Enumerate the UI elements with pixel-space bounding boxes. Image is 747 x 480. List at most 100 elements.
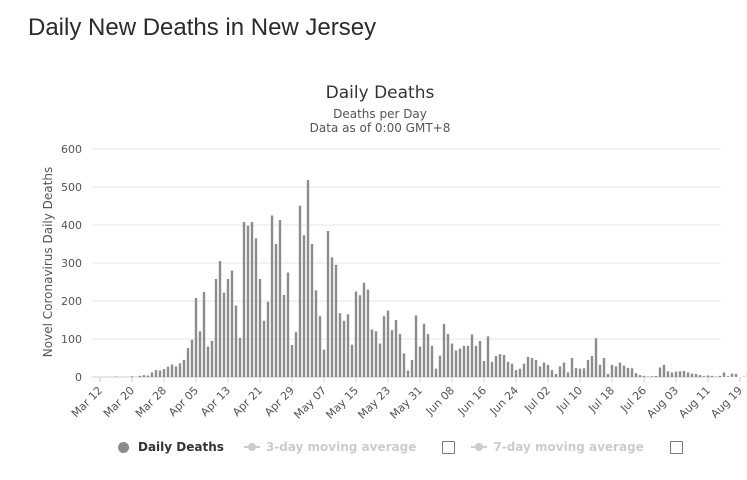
bar[interactable] bbox=[398, 334, 402, 377]
bar[interactable] bbox=[258, 278, 262, 377]
bar[interactable] bbox=[642, 375, 646, 377]
bar[interactable] bbox=[426, 334, 430, 377]
bar[interactable] bbox=[150, 372, 154, 377]
bar[interactable] bbox=[510, 363, 514, 377]
bar[interactable] bbox=[674, 371, 678, 377]
bar[interactable] bbox=[562, 362, 566, 377]
bar[interactable] bbox=[318, 316, 322, 377]
bar[interactable] bbox=[618, 362, 622, 377]
bar[interactable] bbox=[130, 376, 134, 377]
bar[interactable] bbox=[718, 375, 722, 377]
bar[interactable] bbox=[334, 264, 338, 377]
bar[interactable] bbox=[670, 372, 674, 377]
bar[interactable] bbox=[450, 343, 454, 377]
bar[interactable] bbox=[626, 367, 630, 377]
bar[interactable] bbox=[554, 373, 558, 377]
bar[interactable] bbox=[382, 316, 386, 377]
bar[interactable] bbox=[586, 359, 590, 377]
bar[interactable] bbox=[338, 313, 342, 377]
bar[interactable] bbox=[442, 323, 446, 377]
bar[interactable] bbox=[482, 361, 486, 377]
bar[interactable] bbox=[314, 290, 318, 377]
bar[interactable] bbox=[478, 340, 482, 377]
bar[interactable] bbox=[386, 310, 390, 378]
bar[interactable] bbox=[294, 332, 298, 377]
bar[interactable] bbox=[242, 221, 246, 377]
bar[interactable] bbox=[662, 364, 666, 377]
legend-item-daily-deaths[interactable]: Daily Deaths bbox=[118, 440, 224, 454]
bar[interactable] bbox=[550, 370, 554, 377]
bar[interactable] bbox=[286, 272, 290, 378]
bar[interactable] bbox=[218, 261, 222, 377]
bar[interactable] bbox=[654, 375, 658, 377]
bar[interactable] bbox=[190, 339, 194, 377]
bar[interactable] bbox=[702, 376, 706, 377]
bar[interactable] bbox=[406, 370, 410, 377]
bar[interactable] bbox=[262, 320, 266, 377]
bar[interactable] bbox=[506, 361, 510, 377]
bar[interactable] bbox=[234, 305, 238, 377]
bar[interactable] bbox=[542, 362, 546, 377]
bar[interactable] bbox=[166, 366, 170, 377]
bar[interactable] bbox=[410, 359, 414, 377]
bar[interactable] bbox=[606, 373, 610, 377]
bar[interactable] bbox=[594, 338, 598, 377]
bar[interactable] bbox=[402, 353, 406, 377]
bar[interactable] bbox=[310, 244, 314, 377]
bar[interactable] bbox=[494, 356, 498, 377]
bar[interactable] bbox=[210, 340, 214, 377]
bar[interactable] bbox=[682, 370, 686, 377]
bar[interactable] bbox=[694, 373, 698, 377]
bar[interactable] bbox=[710, 375, 714, 377]
bar[interactable] bbox=[558, 366, 562, 377]
bar[interactable] bbox=[678, 371, 682, 377]
bar[interactable] bbox=[518, 368, 522, 377]
bar[interactable] bbox=[430, 345, 434, 377]
bar[interactable] bbox=[290, 345, 294, 377]
bar[interactable] bbox=[574, 367, 578, 377]
bar[interactable] bbox=[306, 180, 310, 377]
bar[interactable] bbox=[194, 297, 198, 377]
bar[interactable] bbox=[462, 345, 466, 377]
bar[interactable] bbox=[138, 375, 142, 377]
bar[interactable] bbox=[354, 291, 358, 378]
bar[interactable] bbox=[530, 358, 534, 377]
bar[interactable] bbox=[362, 282, 366, 377]
bar[interactable] bbox=[282, 294, 286, 377]
bar[interactable] bbox=[226, 278, 230, 377]
bar[interactable] bbox=[330, 257, 334, 377]
bar[interactable] bbox=[474, 345, 478, 377]
bar[interactable] bbox=[598, 364, 602, 377]
bar[interactable] bbox=[498, 354, 502, 377]
bar[interactable] bbox=[394, 320, 398, 377]
bar[interactable] bbox=[346, 314, 350, 377]
legend-item-3-day-average[interactable]: 3-day moving average bbox=[243, 440, 416, 454]
bar[interactable] bbox=[458, 348, 462, 378]
bar[interactable] bbox=[666, 371, 670, 377]
bar[interactable] bbox=[578, 368, 582, 377]
bar[interactable] bbox=[434, 368, 438, 377]
bar[interactable] bbox=[638, 375, 642, 377]
bar[interactable] bbox=[302, 235, 306, 377]
bar[interactable] bbox=[378, 343, 382, 377]
bar[interactable] bbox=[538, 366, 542, 377]
bar[interactable] bbox=[722, 372, 726, 377]
bar[interactable] bbox=[438, 355, 442, 377]
bar[interactable] bbox=[698, 375, 702, 377]
bar[interactable] bbox=[274, 244, 278, 377]
bar[interactable] bbox=[206, 346, 210, 377]
checkbox-3-day-average[interactable] bbox=[442, 440, 456, 454]
bar[interactable] bbox=[514, 370, 518, 377]
bar[interactable] bbox=[158, 370, 162, 377]
bar[interactable] bbox=[370, 329, 374, 378]
bar[interactable] bbox=[490, 361, 494, 377]
bar[interactable] bbox=[582, 368, 586, 377]
bar[interactable] bbox=[198, 331, 202, 377]
bar[interactable] bbox=[526, 356, 530, 377]
legend-item-7-day-average[interactable]: 7-day moving average bbox=[471, 440, 644, 454]
bar[interactable] bbox=[230, 270, 234, 377]
bar[interactable] bbox=[390, 330, 394, 377]
bar[interactable] bbox=[142, 375, 146, 377]
bar[interactable] bbox=[730, 373, 734, 377]
bar[interactable] bbox=[686, 372, 690, 377]
